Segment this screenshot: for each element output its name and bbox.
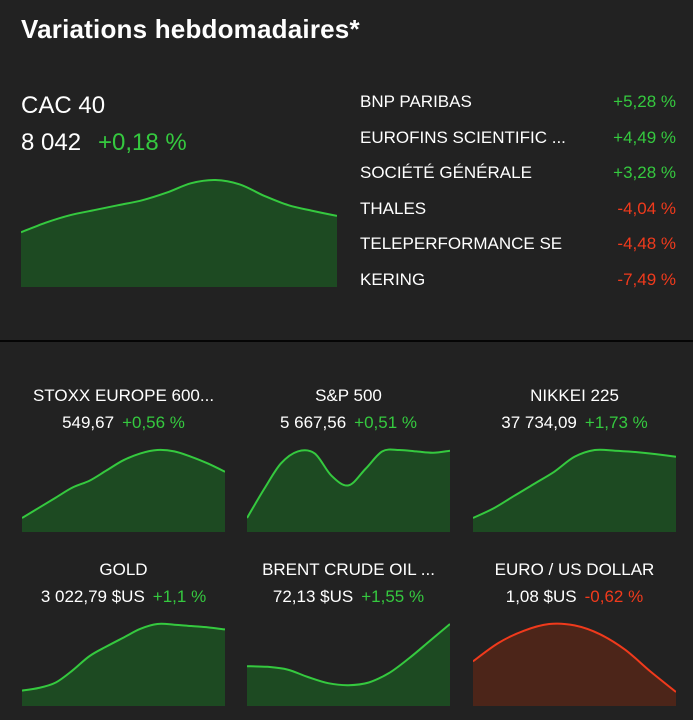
tile-name: S&P 500 xyxy=(315,386,382,405)
tile-value: 37 734,09 xyxy=(501,413,577,432)
tile-change: -0,62 % xyxy=(584,587,644,606)
market-tile[interactable]: GOLD 3 022,79 $US +1,1 % xyxy=(22,560,225,720)
tile-sparkline xyxy=(247,623,450,706)
mover-row[interactable]: SOCIÉTÉ GÉNÉRALE +3,28 % xyxy=(360,159,676,195)
mover-change: +4,49 % xyxy=(613,127,676,147)
mover-change: +5,28 % xyxy=(613,92,676,111)
mover-name: SOCIÉTÉ GÉNÉRALE xyxy=(360,163,532,183)
mover-change: -4,48 % xyxy=(617,234,676,254)
tile-sparkline xyxy=(22,622,225,706)
sparkline-area xyxy=(22,623,225,706)
mover-change: -4,04 % xyxy=(617,198,676,218)
tile-quote: 72,13 $US +1,55 % xyxy=(247,587,450,607)
sparkline-line xyxy=(22,448,225,519)
tile-name: NIKKEI 225 xyxy=(530,386,619,405)
sparkline-area xyxy=(22,449,225,532)
market-tile[interactable]: STOXX EUROPE 600... 549,67 +0,56 % xyxy=(22,386,225,546)
tile-quote: 549,67 +0,56 % xyxy=(22,413,225,433)
tile-quote: 1,08 $US -0,62 % xyxy=(473,587,676,607)
tile-sparkline xyxy=(22,448,225,532)
market-tile[interactable]: EURO / US DOLLAR 1,08 $US -0,62 % xyxy=(473,560,676,720)
mover-name: BNP PARIBAS xyxy=(360,92,472,111)
sparkline-area xyxy=(21,179,337,287)
tile-name: STOXX EUROPE 600... xyxy=(32,386,215,405)
tile-value: 5 667,56 xyxy=(279,413,347,432)
tile-value: 72,13 $US xyxy=(272,587,354,606)
mover-row[interactable]: BNP PARIBAS +5,28 % xyxy=(360,88,676,124)
tile-value: 3 022,79 $US xyxy=(40,587,145,606)
tile-name: GOLD xyxy=(99,560,148,579)
sparkline-line xyxy=(21,178,337,234)
sparkline-line xyxy=(473,622,676,693)
mover-name: TELEPERFORMANCE SE xyxy=(360,234,563,254)
main-index-sparkline xyxy=(21,178,337,287)
sparkline-line xyxy=(247,623,450,687)
top-movers-list: BNP PARIBAS +5,28 % EUROFINS SCIENTIFIC ..… xyxy=(360,88,676,302)
market-tile[interactable]: BRENT CRUDE OIL ... 72,13 $US +1,55 % xyxy=(247,560,450,720)
sparkline-area xyxy=(247,624,450,706)
sparkline-line xyxy=(22,622,225,692)
main-index-value: 8 042 xyxy=(21,129,82,156)
tile-name: BRENT CRUDE OIL ... xyxy=(262,560,435,579)
tile-value: 549,67 xyxy=(62,413,115,432)
mover-name: THALES xyxy=(360,198,427,218)
page-title: Variations hebdomadaires* xyxy=(21,14,360,44)
tile-quote: 3 022,79 $US +1,1 % xyxy=(22,587,225,607)
mover-row[interactable]: TELEPERFORMANCE SE -4,48 % xyxy=(360,230,676,266)
tile-quote: 37 734,09 +1,73 % xyxy=(473,413,676,433)
mover-row[interactable]: KERING -7,49 % xyxy=(360,266,676,302)
tile-change: +1,55 % xyxy=(361,587,425,606)
mover-row[interactable]: EUROFINS SCIENTIFIC ... +4,49 % xyxy=(360,124,676,160)
tile-change: +1,73 % xyxy=(584,413,648,432)
tile-value: 1,08 $US xyxy=(505,587,577,606)
tile-name: EURO / US DOLLAR xyxy=(494,560,655,579)
market-tile[interactable]: NIKKEI 225 37 734,09 +1,73 % xyxy=(473,386,676,546)
tile-sparkline xyxy=(473,622,676,706)
main-index-name: CAC 40 xyxy=(21,92,106,119)
sparkline-line xyxy=(247,448,450,519)
sparkline-line xyxy=(473,448,676,519)
tile-change: +0,51 % xyxy=(354,413,418,432)
tile-quote: 5 667,56 +0,51 % xyxy=(247,413,450,433)
main-index-change: +0,18 % xyxy=(98,129,187,156)
mover-name: KERING xyxy=(360,269,426,289)
sparkline-area xyxy=(473,623,676,706)
mover-change: -7,49 % xyxy=(617,269,676,289)
market-tile[interactable]: S&P 500 5 667,56 +0,51 % xyxy=(247,386,450,546)
tile-change: +1,1 % xyxy=(152,587,207,606)
sparkline-area xyxy=(473,449,676,532)
sparkline-area xyxy=(247,449,450,532)
tile-sparkline xyxy=(473,448,676,532)
tile-sparkline xyxy=(247,448,450,532)
mover-change: +3,28 % xyxy=(613,163,676,183)
tile-change: +0,56 % xyxy=(122,413,185,432)
section-divider xyxy=(0,340,693,342)
mover-row[interactable]: THALES -4,04 % xyxy=(360,195,676,231)
mover-name: EUROFINS SCIENTIFIC ... xyxy=(360,127,566,147)
